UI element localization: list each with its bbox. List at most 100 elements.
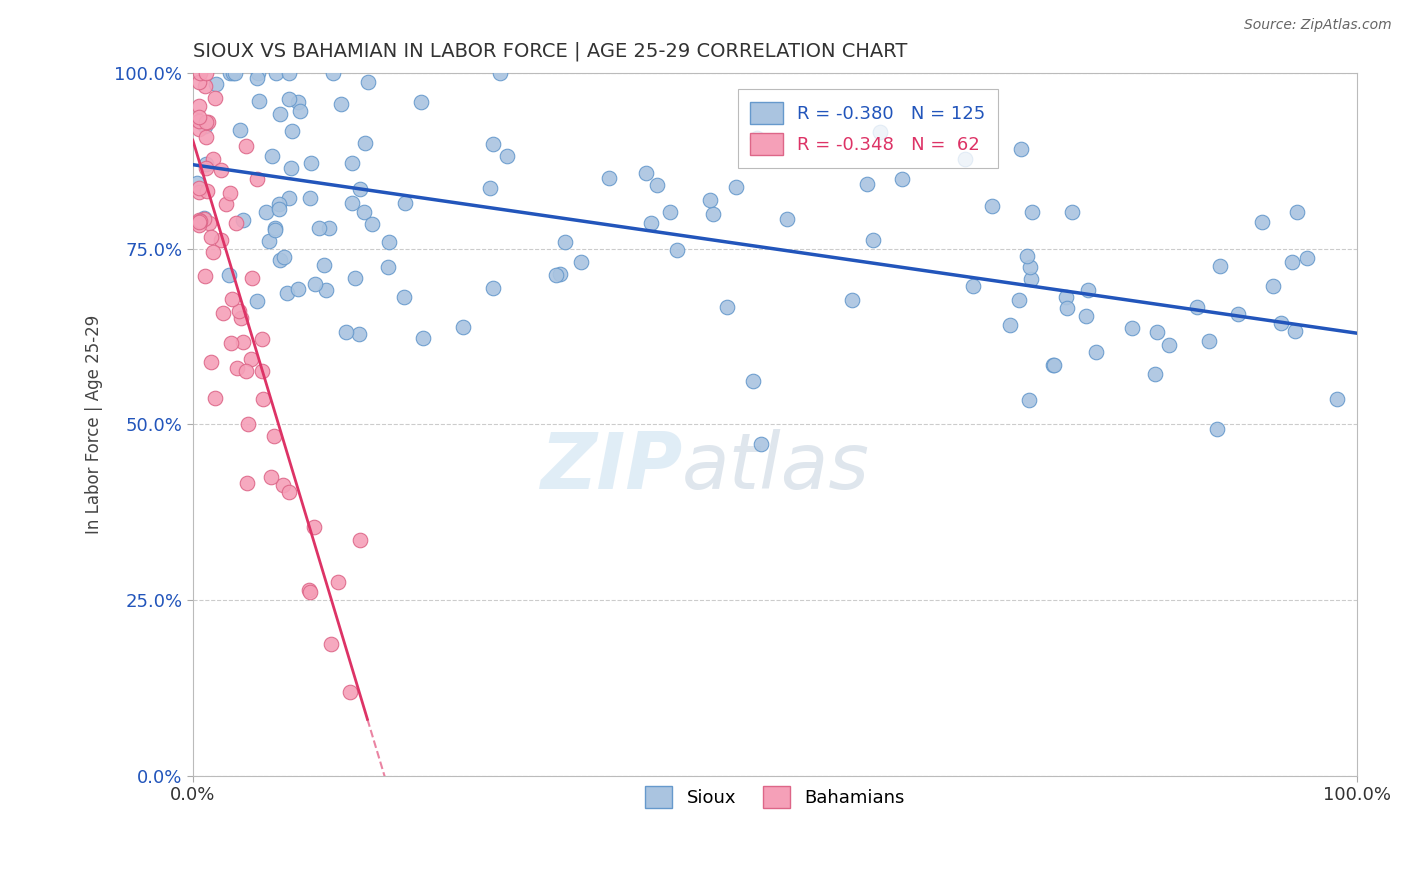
- Point: [302, 519, 325, 533]
- Point: [298, 582, 321, 597]
- Point: [981, 199, 1004, 213]
- Point: [869, 125, 891, 139]
- Point: [194, 119, 217, 133]
- Point: [716, 300, 738, 314]
- Point: [187, 122, 209, 136]
- Point: [187, 181, 209, 195]
- Point: [344, 270, 367, 285]
- Point: [298, 191, 321, 205]
- Point: [1185, 300, 1208, 314]
- Point: [188, 66, 211, 80]
- Point: [335, 326, 357, 340]
- Point: [1251, 215, 1274, 229]
- Point: [222, 66, 245, 80]
- Point: [246, 172, 269, 186]
- Point: [1010, 142, 1032, 156]
- Point: [209, 163, 232, 178]
- Point: [225, 360, 247, 375]
- Point: [187, 215, 209, 229]
- Point: [218, 186, 240, 200]
- Point: [312, 258, 335, 272]
- Point: [260, 470, 283, 484]
- Point: [263, 221, 285, 235]
- Point: [321, 637, 343, 651]
- Point: [277, 191, 299, 205]
- Point: [228, 123, 250, 137]
- Point: [304, 277, 326, 291]
- Point: [1270, 316, 1292, 330]
- Point: [198, 216, 221, 230]
- Point: [478, 180, 501, 194]
- Point: [496, 149, 519, 163]
- Point: [195, 129, 218, 144]
- Point: [955, 153, 977, 167]
- Point: [252, 364, 274, 378]
- Point: [187, 218, 209, 232]
- Point: [187, 185, 209, 199]
- Point: [1054, 290, 1077, 304]
- Point: [194, 79, 217, 94]
- Point: [1042, 358, 1064, 372]
- Point: [308, 220, 330, 235]
- Point: [186, 176, 208, 190]
- Point: [215, 197, 238, 211]
- Point: [194, 115, 217, 129]
- Point: [1281, 255, 1303, 269]
- Point: [741, 374, 763, 388]
- Point: [1206, 422, 1229, 436]
- Point: [263, 429, 285, 443]
- Point: [193, 211, 215, 225]
- Point: [224, 66, 246, 80]
- Point: [745, 130, 768, 145]
- Point: [329, 96, 352, 111]
- Point: [1284, 324, 1306, 338]
- Point: [187, 114, 209, 128]
- Point: [259, 235, 281, 249]
- Point: [238, 417, 260, 431]
- Point: [280, 161, 302, 175]
- Point: [1074, 310, 1097, 324]
- Point: [1198, 334, 1220, 349]
- Point: [229, 311, 252, 326]
- Point: [301, 156, 323, 170]
- Point: [1077, 283, 1099, 297]
- Point: [1263, 279, 1285, 293]
- Point: [187, 75, 209, 89]
- Point: [221, 293, 243, 307]
- Point: [236, 475, 259, 490]
- Point: [1017, 248, 1039, 262]
- Point: [232, 334, 254, 349]
- Point: [340, 155, 363, 169]
- Point: [232, 212, 254, 227]
- Point: [377, 260, 399, 274]
- Point: [287, 282, 309, 296]
- Point: [488, 66, 510, 80]
- Point: [267, 202, 290, 216]
- Point: [776, 211, 799, 226]
- Point: [412, 331, 434, 345]
- Point: [273, 250, 295, 264]
- Legend: Sioux, Bahamians: Sioux, Bahamians: [638, 779, 912, 815]
- Point: [326, 574, 349, 589]
- Point: [225, 216, 247, 230]
- Point: [353, 204, 375, 219]
- Point: [702, 207, 724, 221]
- Text: SIOUX VS BAHAMIAN IN LABOR FORCE | AGE 25-29 CORRELATION CHART: SIOUX VS BAHAMIAN IN LABOR FORCE | AGE 2…: [193, 42, 907, 62]
- Point: [205, 78, 228, 92]
- Point: [856, 178, 879, 192]
- Point: [187, 98, 209, 112]
- Point: [194, 66, 217, 80]
- Point: [195, 161, 218, 175]
- Point: [200, 230, 222, 244]
- Point: [354, 136, 377, 150]
- Point: [378, 235, 401, 250]
- Point: [349, 181, 371, 195]
- Point: [340, 195, 363, 210]
- Point: [194, 269, 217, 284]
- Point: [278, 66, 301, 80]
- Point: [634, 166, 657, 180]
- Point: [315, 284, 337, 298]
- Point: [278, 92, 301, 106]
- Point: [193, 211, 215, 226]
- Point: [200, 354, 222, 368]
